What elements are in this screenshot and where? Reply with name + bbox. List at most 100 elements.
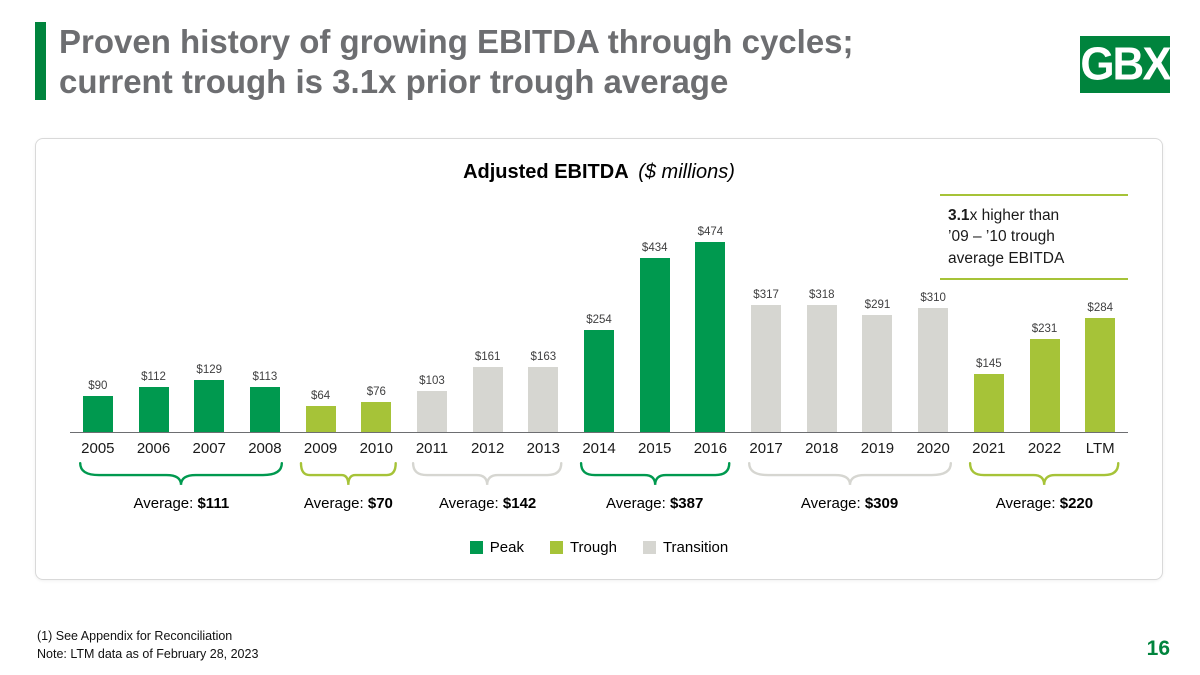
year-label: 2019 bbox=[860, 440, 895, 457]
group-brace bbox=[76, 461, 286, 487]
bar-value-label: $317 bbox=[753, 289, 779, 301]
bar-column: $113 bbox=[237, 371, 293, 432]
ebitda-bar bbox=[138, 387, 169, 432]
year-label: 2007 bbox=[192, 440, 226, 457]
bar-value-label: $90 bbox=[88, 380, 108, 392]
year-label: 2014 bbox=[582, 440, 616, 457]
year-label: 2010 bbox=[359, 440, 393, 457]
legend-swatch bbox=[469, 541, 483, 554]
ebitda-bar bbox=[528, 367, 559, 432]
ebitda-bar bbox=[918, 308, 949, 432]
chart-title-units: ($ millions) bbox=[638, 161, 735, 183]
bar-column: $310 bbox=[905, 292, 961, 432]
bar-column: $317 bbox=[738, 289, 794, 432]
ebitda-bar bbox=[862, 315, 893, 432]
bar-column: $112 bbox=[126, 371, 182, 432]
ebitda-bar bbox=[249, 387, 280, 432]
ebitda-bar bbox=[472, 367, 503, 432]
bar-value-label: $318 bbox=[808, 289, 835, 301]
ebitda-bar bbox=[1085, 318, 1116, 432]
year-label: 2017 bbox=[749, 440, 783, 457]
gbx-logo-text: GBX bbox=[1080, 38, 1171, 90]
bar-value-label: $474 bbox=[697, 226, 724, 238]
group-brace bbox=[745, 461, 955, 487]
bar-column: $474 bbox=[683, 226, 739, 432]
year-label: 2011 bbox=[415, 440, 449, 457]
footnote-2: Note: LTM data as of February 28, 2023 bbox=[37, 646, 259, 661]
ebitda-bar bbox=[695, 242, 726, 432]
year-label: 2005 bbox=[81, 440, 115, 457]
bar-value-label: $434 bbox=[641, 242, 668, 254]
bar-value-label: $310 bbox=[920, 292, 946, 304]
year-label: 2006 bbox=[136, 440, 171, 457]
group-average: Average: $111 bbox=[133, 495, 230, 512]
bar-column: $291 bbox=[850, 299, 906, 432]
group-brace bbox=[578, 461, 732, 487]
year-label: 2008 bbox=[248, 440, 282, 457]
bar-value-label: $103 bbox=[419, 375, 445, 387]
year-label: 2021 bbox=[972, 440, 1006, 457]
year-label: 2016 bbox=[693, 440, 728, 457]
annotation-bottom-rule bbox=[940, 278, 1128, 281]
ebitda-bar bbox=[973, 374, 1004, 432]
bar-value-label: $113 bbox=[252, 371, 278, 383]
chart-legend: Peak Trough Transition bbox=[70, 539, 1128, 556]
group-brace bbox=[967, 461, 1121, 487]
slide-header: Proven history of growing EBITDA through… bbox=[35, 22, 1172, 103]
ebitda-bar bbox=[751, 305, 782, 432]
year-label: 2012 bbox=[470, 440, 505, 457]
bar-column: $64 bbox=[293, 390, 349, 432]
legend-swatch bbox=[642, 541, 656, 554]
bar-column: $90 bbox=[70, 380, 126, 432]
bar-column: $254 bbox=[571, 314, 627, 432]
bar-value-label: $231 bbox=[1031, 323, 1058, 335]
annotation-multiplier: 3.1 bbox=[948, 207, 970, 224]
bar-column: $161 bbox=[460, 351, 516, 432]
title-accent-bar bbox=[35, 22, 46, 100]
chart-title-text: Adjusted EBITDA bbox=[463, 161, 629, 183]
year-label: 2020 bbox=[916, 440, 950, 457]
bar-value-label: $254 bbox=[586, 314, 612, 326]
annotation-line2: ’09 – ’10 trough bbox=[948, 228, 1055, 246]
year-label: LTM bbox=[1085, 440, 1115, 457]
bar-value-label: $161 bbox=[474, 351, 501, 363]
bar-column: $318 bbox=[794, 289, 850, 432]
legend-item: Peak bbox=[469, 539, 524, 556]
bar-column: $145 bbox=[961, 358, 1017, 432]
annotation-line1: 3.1x higher than bbox=[948, 205, 1128, 226]
chart-area: $90 $112 $129 $113 $64 $76 $103 $161 $163 $254 $43… bbox=[70, 194, 1128, 433]
year-label: 2013 bbox=[526, 440, 561, 457]
bar-value-label: $145 bbox=[976, 358, 1002, 370]
group-average: Average: $70 bbox=[303, 495, 393, 512]
ebitda-bar bbox=[1029, 339, 1060, 432]
year-label: 2022 bbox=[1027, 440, 1062, 457]
chart-card: Adjusted EBITDA ($ millions) $90 $112 $129… bbox=[35, 138, 1163, 580]
bar-column: $284 bbox=[1072, 302, 1128, 432]
bar-column: $129 bbox=[181, 364, 237, 432]
annotation-text: 3.1x higher than ’09 – ’10 trough averag… bbox=[940, 196, 1128, 278]
bar-value-label: $163 bbox=[530, 351, 557, 363]
footnotes: (1) See Appendix for Reconciliation Note… bbox=[37, 628, 258, 663]
ebitda-bar bbox=[806, 305, 837, 432]
group-average: Average: $142 bbox=[438, 495, 537, 512]
footnote-1: (1) See Appendix for Reconciliation bbox=[37, 629, 233, 643]
legend-label: Transition bbox=[662, 539, 729, 556]
bar-value-label: $64 bbox=[311, 390, 331, 402]
group-brace bbox=[410, 461, 564, 487]
legend-item: Trough bbox=[549, 539, 617, 556]
ebitda-bar bbox=[194, 380, 225, 432]
bar-column: $231 bbox=[1017, 323, 1073, 432]
bar-column: $76 bbox=[348, 386, 404, 432]
slide-title-line2: current trough is 3.1x prior trough aver… bbox=[59, 63, 729, 101]
year-axis: 2005 2006 2007 2008 2009 2010 2011 2012 2013 2014… bbox=[70, 433, 1128, 457]
annotation-line1-rest: x higher than bbox=[969, 207, 1060, 224]
group-braces bbox=[70, 459, 1128, 489]
annotation-top-rule bbox=[940, 194, 1128, 196]
ebitda-bar bbox=[82, 396, 113, 432]
group-brace bbox=[299, 461, 398, 487]
legend-label: Peak bbox=[489, 539, 524, 556]
group-average: Average: $309 bbox=[800, 495, 899, 512]
bars-container: $90 $112 $129 $113 $64 $76 $103 $161 $163 $254 $43… bbox=[70, 194, 1128, 432]
slide-title: Proven history of growing EBITDA through… bbox=[59, 22, 854, 103]
legend-item: Transition bbox=[642, 539, 729, 556]
